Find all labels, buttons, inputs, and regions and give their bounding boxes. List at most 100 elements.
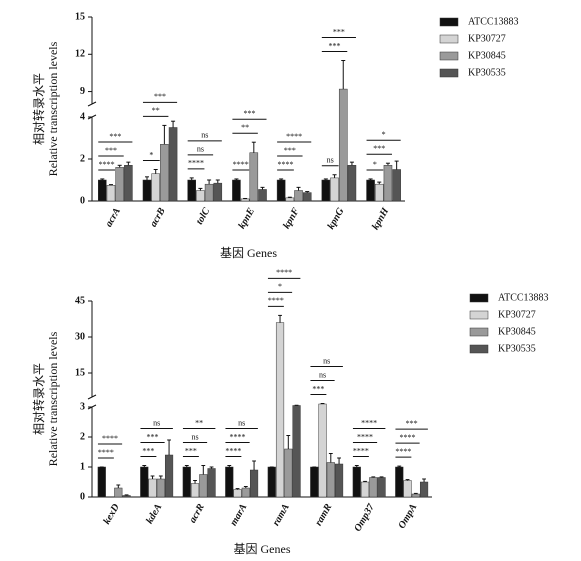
bar (383, 165, 393, 202)
y-label-cn: 相对转录水平 (31, 363, 46, 435)
y-label: Relative transcription levels (46, 331, 60, 466)
y-tick-label: 2 (80, 431, 85, 442)
significance-label: **** (357, 432, 373, 441)
significance-label: ** (195, 418, 203, 427)
bar (395, 466, 404, 498)
bar (352, 466, 361, 498)
y-tick-label: 30 (75, 331, 85, 342)
legend-swatch (439, 68, 459, 78)
significance-label: **** (233, 160, 249, 169)
legend-label: KP30727 (498, 309, 536, 320)
bar (241, 487, 250, 498)
legend-swatch (469, 344, 489, 354)
legend-label: KP30845 (468, 50, 506, 61)
bar (318, 403, 327, 498)
significance-label: **** (353, 446, 369, 455)
significance-label: ns (153, 418, 160, 427)
bar (187, 179, 196, 202)
bar (302, 192, 312, 202)
bar (124, 165, 133, 202)
y-tick-label: 3 (80, 401, 85, 412)
bar (419, 481, 429, 498)
significance-label: * (373, 160, 377, 169)
bar (114, 487, 123, 498)
category-label: kexD (101, 502, 121, 526)
bar (182, 466, 191, 498)
category-label: Omp37 (352, 501, 377, 533)
bar (115, 167, 124, 202)
bar (377, 477, 386, 498)
bar (233, 489, 242, 498)
significance-label: * (278, 282, 282, 291)
significance-label: **** (400, 433, 416, 442)
legend-label: ATCC13883 (498, 292, 549, 303)
category-label: acrR (187, 502, 207, 525)
significance-label: *** (333, 27, 345, 36)
significance-label: **** (395, 447, 411, 456)
bar (392, 169, 401, 202)
significance-label: *** (243, 109, 255, 118)
significance-label: ** (241, 123, 249, 132)
axis-break (87, 101, 97, 107)
bar (330, 177, 339, 202)
bar (258, 189, 267, 202)
axis-break (87, 394, 97, 400)
bar (204, 183, 214, 202)
bar (347, 165, 357, 202)
bar (156, 478, 165, 498)
y-tick-label: 12 (75, 49, 85, 60)
significance-label: *** (373, 144, 385, 153)
significance-label: *** (185, 446, 197, 455)
significance-label: *** (154, 92, 166, 101)
significance-label: ns (197, 145, 204, 154)
bar (199, 474, 208, 498)
significance-label: *** (312, 384, 324, 393)
y-tick-label: 9 (80, 86, 85, 97)
y-tick-label: 2 (80, 153, 85, 164)
bar (160, 144, 169, 202)
significance-label: *** (147, 432, 159, 441)
bar (190, 483, 200, 498)
legend-label: KP30535 (468, 67, 506, 78)
y-tick-label: 45 (75, 295, 85, 306)
bar (267, 466, 276, 498)
significance-label: *** (105, 146, 117, 155)
bar (366, 179, 375, 202)
legend-swatch (439, 51, 459, 61)
significance-label: **** (268, 296, 284, 305)
significance-label: *** (109, 132, 121, 141)
significance-label: **** (225, 446, 241, 455)
bar (142, 179, 152, 202)
significance-label: **** (277, 160, 293, 169)
significance-label: **** (102, 434, 118, 443)
bar (310, 466, 319, 498)
bar (285, 197, 295, 202)
bar (98, 179, 107, 202)
category-label: kpnG (326, 205, 347, 231)
bar (275, 322, 285, 498)
bar (249, 469, 259, 498)
bar (140, 466, 149, 498)
legend-swatch (469, 310, 489, 320)
bar (284, 448, 293, 498)
bar (97, 466, 106, 498)
bar (369, 477, 378, 498)
y-tick-label: 4 (80, 111, 85, 122)
y-tick-label: 1 (80, 461, 85, 472)
legend-label: KP30535 (498, 343, 536, 354)
y-tick-label: 15 (75, 367, 85, 378)
significance-label: ns (327, 156, 334, 165)
bar (338, 88, 348, 202)
y-label-cn: 相对转录水平 (31, 73, 46, 145)
significance-label: *** (142, 446, 154, 455)
significance-label: * (149, 150, 153, 159)
bar (196, 190, 205, 202)
legend-label: ATCC13883 (468, 16, 519, 27)
significance-label: **** (99, 160, 115, 169)
bar (334, 463, 344, 498)
bar (164, 454, 174, 498)
significance-label: ns (191, 432, 198, 441)
x-label: 基因 Genes (220, 246, 277, 260)
significance-label: **** (276, 268, 292, 277)
